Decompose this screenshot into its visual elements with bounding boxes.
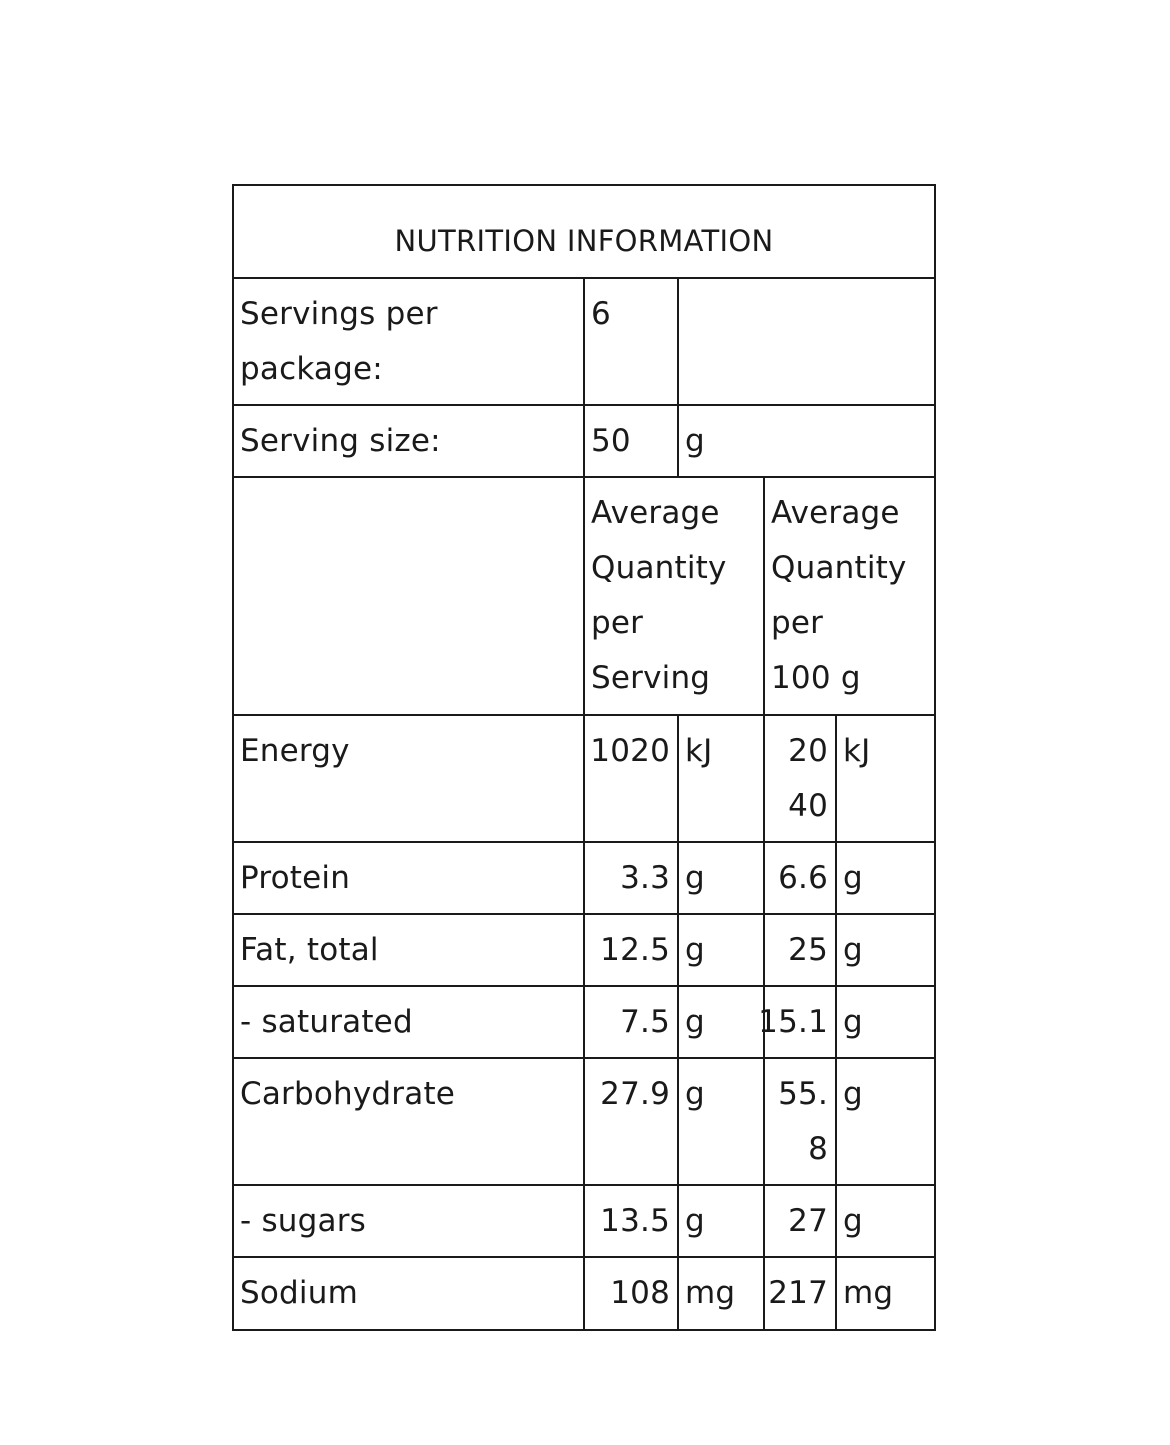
per-serving-header: per xyxy=(591,605,644,641)
column-divider xyxy=(677,714,679,1329)
per-100g-header: Average xyxy=(771,495,900,531)
per-serving-value: 108 xyxy=(610,1275,670,1311)
per-100g-value: 8 xyxy=(808,1131,828,1167)
column-divider xyxy=(835,714,837,1329)
per-100g-value: 15.1 xyxy=(758,1004,828,1040)
per-100g-unit: kJ xyxy=(843,733,871,769)
nutrient-name: - saturated xyxy=(240,1004,413,1040)
per-serving-header: Serving xyxy=(591,660,711,696)
servings-label: Servings per xyxy=(240,296,438,332)
per-100g-unit: mg xyxy=(843,1275,894,1311)
column-divider xyxy=(583,277,585,1329)
serving-size-unit: g xyxy=(685,423,705,459)
per-serving-value: 7.5 xyxy=(620,1004,670,1040)
nutrient-name: Sodium xyxy=(240,1275,358,1311)
per-serving-value: 3.3 xyxy=(620,860,670,896)
servings-label: package: xyxy=(240,351,383,387)
panel-title: NUTRITION INFORMATION xyxy=(394,224,774,258)
column-divider xyxy=(677,277,679,476)
per-serving-unit: mg xyxy=(685,1275,736,1311)
per-serving-unit: kJ xyxy=(685,733,713,769)
per-serving-value: 1020 xyxy=(590,733,670,769)
per-serving-header: Average xyxy=(591,495,720,531)
nutrition-information-panel: NUTRITION INFORMATION Servings per packa… xyxy=(232,184,936,1331)
per-serving-header: Quantity xyxy=(591,550,727,586)
per-100g-value: 25 xyxy=(788,932,828,968)
nutrient-name: Protein xyxy=(240,860,351,896)
per-serving-unit: g xyxy=(685,1076,705,1112)
per-100g-value: 40 xyxy=(788,788,828,824)
per-100g-unit: g xyxy=(843,1203,863,1239)
serving-size-value: 50 xyxy=(591,423,631,459)
per-100g-value: 27 xyxy=(788,1203,828,1239)
per-serving-unit: g xyxy=(685,932,705,968)
per-100g-header: per xyxy=(771,605,824,641)
per-100g-value: 217 xyxy=(768,1275,828,1311)
per-serving-unit: g xyxy=(685,860,705,896)
per-serving-value: 13.5 xyxy=(600,1203,670,1239)
per-100g-unit: g xyxy=(843,1004,863,1040)
nutrient-name: - sugars xyxy=(240,1203,367,1239)
per-100g-value: 55. xyxy=(778,1076,828,1112)
per-100g-value: 20 xyxy=(788,733,828,769)
per-100g-header: Quantity xyxy=(771,550,907,586)
nutrient-name: Carbohydrate xyxy=(240,1076,456,1112)
nutrient-name: Energy xyxy=(240,733,350,769)
column-divider xyxy=(763,476,765,1329)
nutrient-name: Fat, total xyxy=(240,932,379,968)
per-100g-value: 6.6 xyxy=(778,860,828,896)
per-100g-unit: g xyxy=(843,860,863,896)
per-100g-unit: g xyxy=(843,1076,863,1112)
per-serving-unit: g xyxy=(685,1203,705,1239)
per-serving-value: 12.5 xyxy=(600,932,670,968)
servings-value: 6 xyxy=(591,296,611,332)
per-100g-header: 100 g xyxy=(771,660,861,696)
per-100g-unit: g xyxy=(843,932,863,968)
per-serving-value: 27.9 xyxy=(600,1076,670,1112)
serving-size-label: Serving size: xyxy=(240,423,441,459)
per-serving-unit: g xyxy=(685,1004,705,1040)
